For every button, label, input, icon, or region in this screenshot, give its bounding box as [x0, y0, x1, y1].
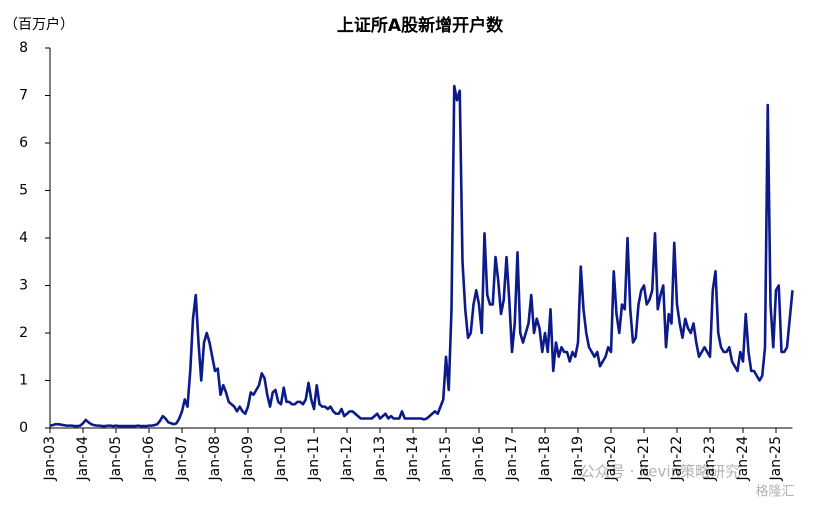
x-tick-label: Jan-09: [240, 436, 256, 481]
y-tick-label: 8: [19, 40, 28, 56]
y-tick-label: 6: [19, 135, 28, 151]
x-tick-label: Jan-04: [75, 436, 91, 482]
x-tick-label: Jan-25: [768, 436, 784, 481]
watermark: 公众号 · Kevin策略研究: [580, 463, 740, 481]
x-tick-label: Jan-19: [570, 436, 586, 481]
x-tick-label: Jan-23: [702, 436, 718, 481]
y-tick-label: 0: [19, 420, 28, 436]
x-tick-label: Jan-07: [174, 436, 190, 481]
x-tick-label: Jan-08: [207, 436, 223, 481]
x-tick-label: Jan-10: [273, 436, 289, 481]
x-tick-label: Jan-18: [537, 436, 553, 481]
x-tick-label: Jan-05: [108, 436, 124, 481]
watermark: 格隆汇: [755, 484, 794, 500]
y-tick-label: 4: [19, 230, 28, 246]
x-tick-label: Jan-13: [372, 436, 388, 481]
line-series: [49, 84, 794, 428]
x-tick-label: Jan-06: [141, 436, 157, 482]
x-tick-label: Jan-22: [669, 436, 685, 481]
y-tick-label: 2: [19, 325, 28, 341]
x-tick-label: Jan-17: [504, 436, 520, 481]
x-tick-label: Jan-03: [42, 436, 58, 481]
x-tick-label: Jan-24: [735, 436, 751, 482]
x-tick-label: Jan-21: [636, 436, 652, 481]
chart-title: 上证所A股新增开户数: [337, 15, 504, 36]
y-tick-label: 5: [19, 183, 28, 199]
y-tick-label: 7: [19, 88, 28, 104]
x-tick-label: Jan-11: [306, 436, 322, 481]
y-unit-label: （百万户）: [4, 16, 74, 33]
x-tick-label: Jan-16: [471, 436, 487, 482]
x-tick-label: Jan-20: [603, 436, 619, 481]
y-tick-label: 1: [19, 373, 28, 389]
x-tick-label: Jan-12: [339, 436, 355, 481]
y-tick-label: 3: [19, 278, 28, 294]
x-tick-label: Jan-15: [438, 436, 454, 481]
x-tick-label: Jan-14: [405, 436, 421, 482]
